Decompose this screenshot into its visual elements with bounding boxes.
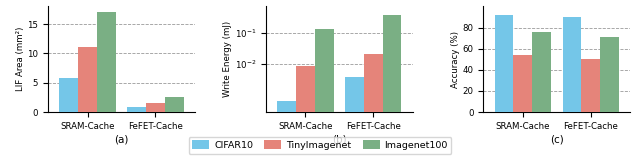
X-axis label: (c): (c) (550, 135, 564, 145)
X-axis label: (b): (b) (332, 135, 346, 145)
Bar (513, 55, 532, 112)
Y-axis label: LIF Area (mm²): LIF Area (mm²) (15, 27, 24, 91)
Bar (146, 103, 165, 112)
Legend: CIFAR10, TinyImagenet, Imagenet100: CIFAR10, TinyImagenet, Imagenet100 (189, 137, 451, 154)
Bar (315, 29, 333, 160)
Bar (277, 101, 296, 160)
Bar (296, 66, 315, 160)
Bar (495, 15, 513, 112)
Bar (60, 78, 78, 112)
Bar (127, 107, 146, 112)
Y-axis label: Write Energy (mJ): Write Energy (mJ) (223, 21, 232, 97)
Bar (165, 97, 184, 112)
Bar (364, 53, 383, 160)
Bar (383, 15, 401, 160)
Bar (600, 37, 619, 112)
Y-axis label: Accuracy (%): Accuracy (%) (451, 31, 460, 88)
Bar (97, 12, 116, 112)
Bar (581, 59, 600, 112)
Bar (345, 77, 364, 160)
Bar (563, 17, 581, 112)
X-axis label: (a): (a) (115, 135, 129, 145)
Bar (78, 48, 97, 112)
Bar (532, 32, 551, 112)
